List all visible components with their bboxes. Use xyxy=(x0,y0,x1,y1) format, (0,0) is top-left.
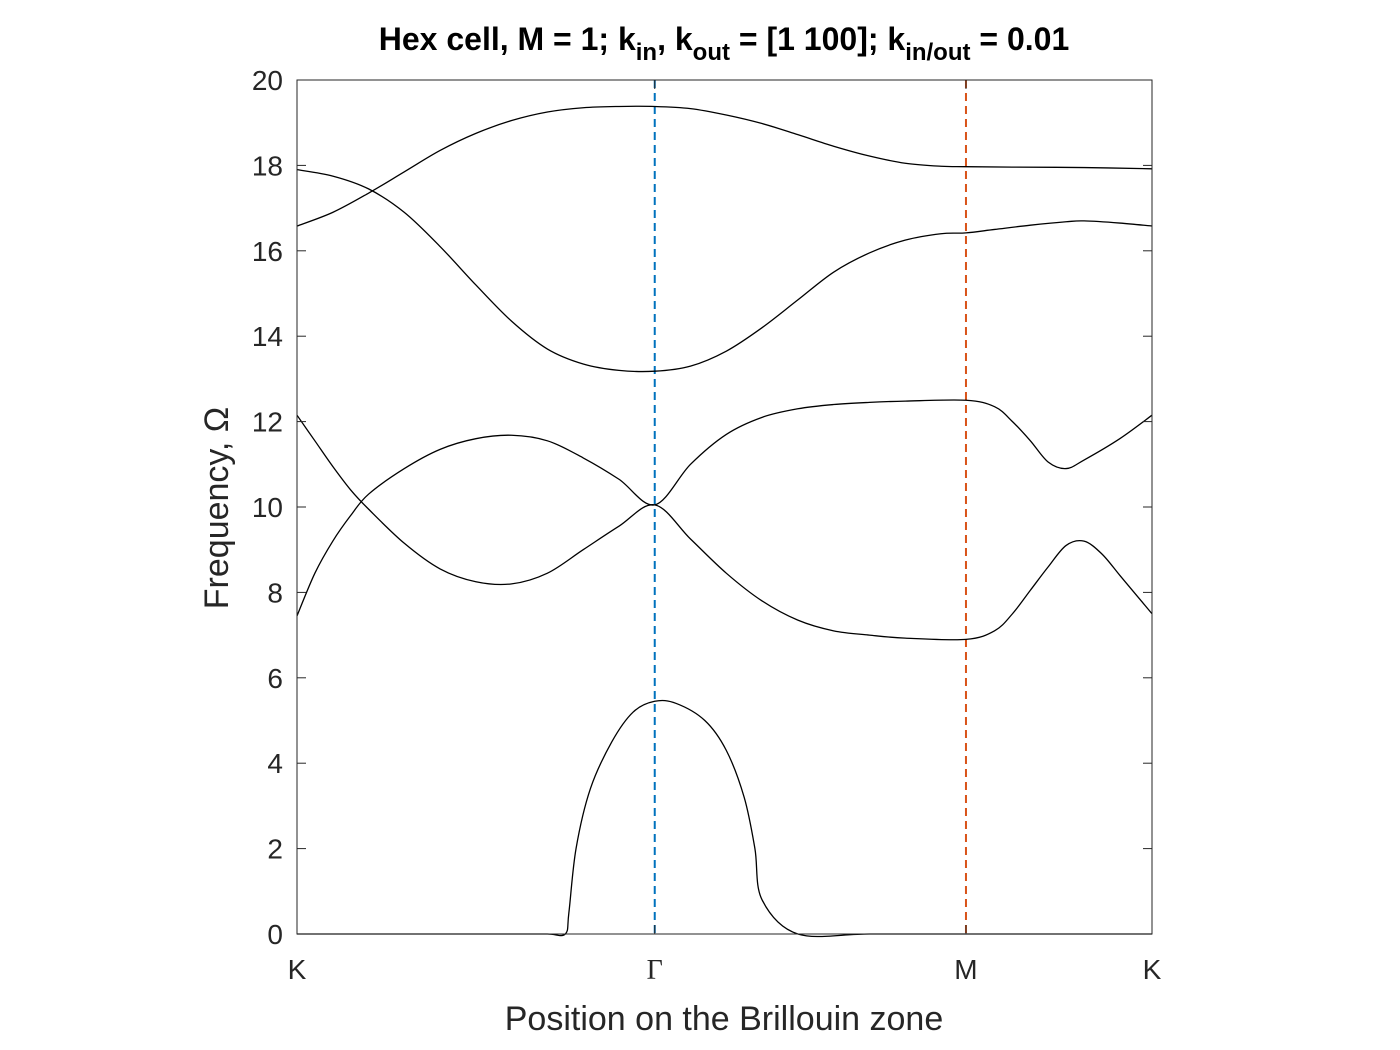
title-subscript: in/out xyxy=(905,39,970,66)
title-segment: Hex cell, M = 1; k xyxy=(379,21,636,57)
x-axis-label: Position on the Brillouin zone xyxy=(505,1000,944,1038)
title-subscript: in xyxy=(636,39,657,66)
y-tick-label: 16 xyxy=(252,236,283,267)
band-line-3 xyxy=(296,414,1153,641)
y-axis-label: Frequency, Ω xyxy=(198,407,236,609)
y-tick-label: 18 xyxy=(252,150,283,181)
y-tick-label: 12 xyxy=(252,407,283,438)
chart-title: Hex cell, M = 1; kin, kout = [1 100]; ki… xyxy=(379,21,1070,66)
band-line-5 xyxy=(296,105,1153,227)
band-line-2 xyxy=(296,399,1153,617)
band-line-4 xyxy=(296,169,1153,373)
y-tick-label: 0 xyxy=(267,919,283,950)
y-tick-label: 8 xyxy=(267,577,283,608)
y-tick-label: 4 xyxy=(267,748,283,779)
y-axis-ticks: 0 2 4 6 8 10 12 14 16 18 20 xyxy=(252,65,1152,950)
x-tick-label: K xyxy=(1143,954,1162,985)
title-segment: , k xyxy=(657,21,693,57)
y-tick-label: 6 xyxy=(267,663,283,694)
y-tick-label: 20 xyxy=(252,65,283,96)
y-tick-label: 2 xyxy=(267,834,283,865)
title-segment: = 0.01 xyxy=(971,21,1070,57)
x-tick-label: K xyxy=(288,954,307,985)
x-tick-label: M xyxy=(954,954,977,985)
title-subscript: out xyxy=(693,39,730,66)
y-tick-label: 14 xyxy=(252,321,283,352)
title-segment: = [1 100]; k xyxy=(730,21,905,57)
x-tick-label: Γ xyxy=(647,955,663,986)
y-tick-label: 10 xyxy=(252,492,283,523)
